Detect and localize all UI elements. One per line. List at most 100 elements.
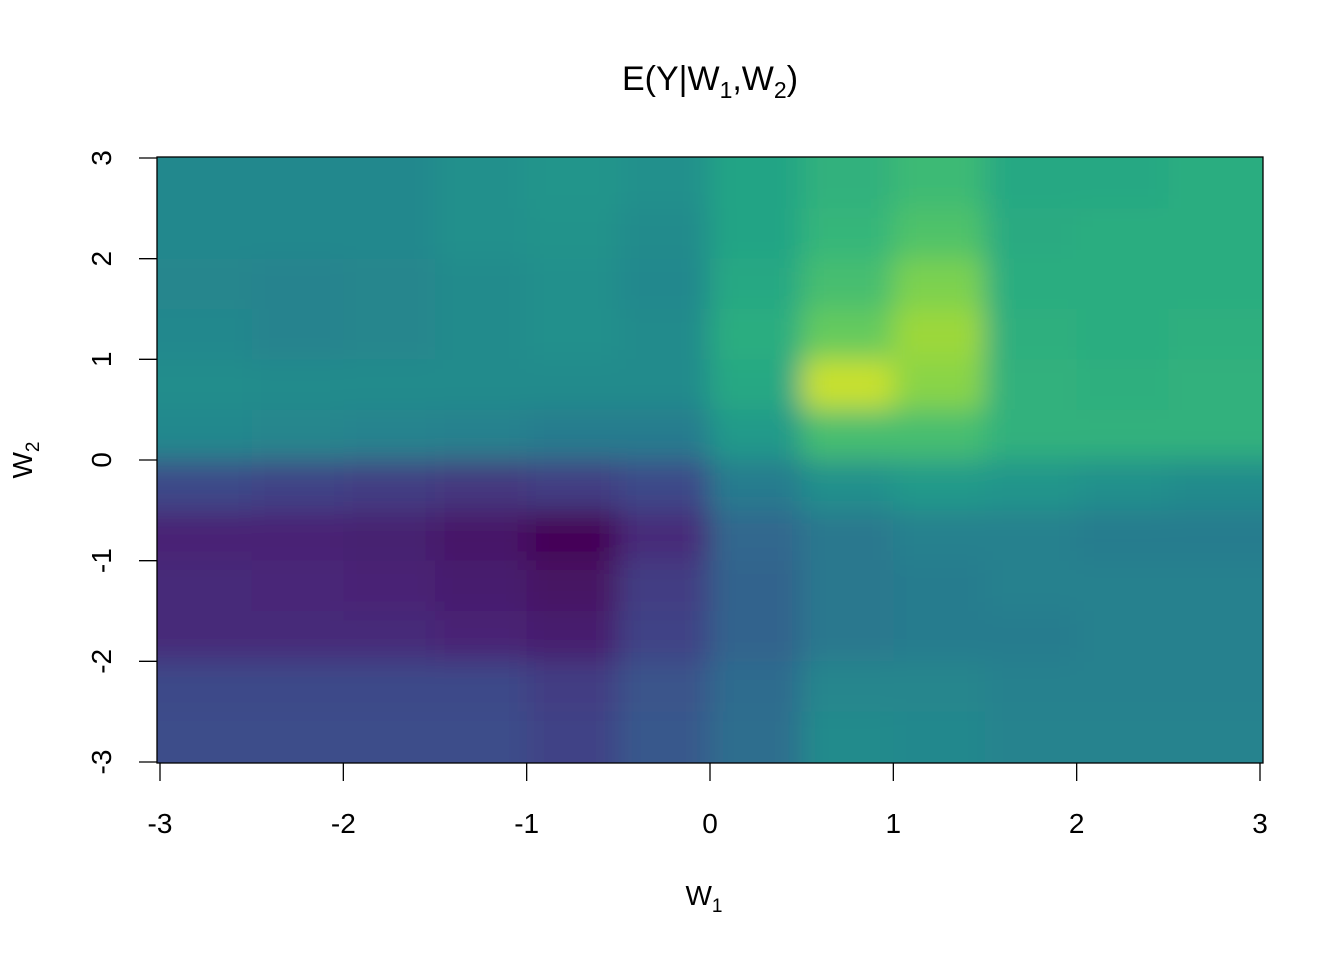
heatmap-cell bbox=[526, 611, 619, 662]
heatmap-cell bbox=[893, 359, 986, 411]
x-tick-label: 1 bbox=[886, 808, 902, 839]
x-tick-label: -1 bbox=[514, 808, 539, 839]
heatmap-cell bbox=[435, 611, 528, 662]
heatmap-cell bbox=[435, 258, 528, 310]
heatmap-cell bbox=[526, 309, 619, 360]
heatmap-cell bbox=[801, 409, 894, 461]
heatmap-cell bbox=[618, 208, 711, 260]
x-tick-label: 0 bbox=[702, 808, 718, 839]
heatmap-cell bbox=[618, 510, 711, 562]
heatmap-cell bbox=[618, 258, 711, 310]
heatmap-cell bbox=[343, 611, 436, 662]
heatmap-cell bbox=[1168, 711, 1263, 763]
heatmap-cell bbox=[618, 611, 711, 662]
heatmap-cell bbox=[710, 208, 803, 260]
heatmap-cell bbox=[343, 409, 436, 461]
y-tick-label: -2 bbox=[86, 649, 117, 674]
heatmap-cell bbox=[985, 157, 1078, 209]
heatmap-cell bbox=[893, 258, 986, 310]
heatmap-cell bbox=[1076, 711, 1169, 763]
y-axis: -3 -2 -1 0 1 2 3 bbox=[86, 150, 157, 774]
heatmap-cell bbox=[618, 309, 711, 360]
heatmap-cell bbox=[1076, 510, 1169, 562]
heatmap-cell bbox=[157, 611, 253, 662]
heatmap-cell bbox=[343, 661, 436, 713]
heatmap-cell bbox=[801, 711, 894, 763]
heatmap-cells bbox=[157, 157, 1263, 763]
heatmap-cell bbox=[157, 208, 253, 260]
x-axis-label: W1 bbox=[685, 880, 722, 917]
heatmap-cell bbox=[1168, 157, 1263, 209]
heatmap-cell bbox=[1168, 309, 1263, 360]
heatmap-cell bbox=[1076, 460, 1169, 511]
heatmap-cell bbox=[893, 560, 986, 612]
heatmap-cell bbox=[157, 409, 253, 461]
chart-title: E(Y|W1,W2) bbox=[622, 60, 798, 103]
heatmap-cell bbox=[251, 611, 344, 662]
heatmap-cell bbox=[985, 309, 1078, 360]
heatmap-cell bbox=[157, 510, 253, 562]
heatmap-cell bbox=[435, 309, 528, 360]
y-tick-label: 3 bbox=[86, 150, 117, 166]
heatmap-cell bbox=[343, 157, 436, 209]
heatmap-cell bbox=[435, 661, 528, 713]
heatmap-cell bbox=[893, 157, 986, 209]
heatmap-cell bbox=[801, 258, 894, 310]
heatmap-cell bbox=[251, 409, 344, 461]
heatmap-cell bbox=[343, 258, 436, 310]
heatmap-cell bbox=[251, 359, 344, 411]
heatmap-cell bbox=[251, 208, 344, 260]
heatmap-cell bbox=[1168, 661, 1263, 713]
heatmap-cell bbox=[1076, 560, 1169, 612]
heatmap-cell bbox=[618, 560, 711, 612]
heatmap-cell bbox=[801, 460, 894, 511]
heatmap-cell bbox=[710, 661, 803, 713]
heatmap-cell bbox=[251, 560, 344, 612]
y-tick-label: -3 bbox=[86, 750, 117, 775]
heatmap-cell bbox=[893, 309, 986, 360]
heatmap-cell bbox=[710, 560, 803, 612]
heatmap-cell bbox=[710, 460, 803, 511]
heatmap-cell bbox=[985, 711, 1078, 763]
heatmap-cell bbox=[435, 157, 528, 209]
heatmap-cell bbox=[251, 309, 344, 360]
heatmap-cell bbox=[801, 661, 894, 713]
y-tick-label: 0 bbox=[86, 452, 117, 468]
heatmap-cell bbox=[985, 258, 1078, 310]
heatmap-cell bbox=[710, 611, 803, 662]
x-tick-label: 3 bbox=[1252, 808, 1268, 839]
heatmap-cell bbox=[618, 359, 711, 411]
heatmap-cell bbox=[710, 409, 803, 461]
y-axis-label: W2 bbox=[7, 441, 44, 478]
heatmap-cell bbox=[157, 560, 253, 612]
heatmap-cell bbox=[526, 157, 619, 209]
heatmap-cell bbox=[1076, 208, 1169, 260]
heatmap-cell bbox=[1168, 460, 1263, 511]
heatmap-cell bbox=[893, 208, 986, 260]
heatmap-cell bbox=[985, 208, 1078, 260]
heatmap-cell bbox=[1168, 359, 1263, 411]
heatmap-cell bbox=[618, 711, 711, 763]
heatmap-cell bbox=[526, 460, 619, 511]
heatmap-cell bbox=[157, 460, 253, 511]
heatmap-cell bbox=[801, 510, 894, 562]
heatmap-cell bbox=[1076, 409, 1169, 461]
heatmap-cell bbox=[251, 258, 344, 310]
heatmap-cell bbox=[618, 157, 711, 209]
heatmap-cell bbox=[526, 409, 619, 461]
heatmap-cell bbox=[251, 711, 344, 763]
heatmap-cell bbox=[1076, 309, 1169, 360]
heatmap-cell bbox=[1168, 510, 1263, 562]
heatmap-cell bbox=[985, 661, 1078, 713]
heatmap-cell bbox=[893, 409, 986, 461]
heatmap-cell bbox=[1076, 661, 1169, 713]
heatmap-cell bbox=[1168, 611, 1263, 662]
heatmap-cell bbox=[985, 510, 1078, 562]
heatmap-cell bbox=[985, 611, 1078, 662]
heatmap-cell bbox=[251, 460, 344, 511]
heatmap-cell bbox=[526, 560, 619, 612]
heatmap-cell bbox=[251, 661, 344, 713]
heatmap-cell bbox=[801, 157, 894, 209]
heatmap-cell bbox=[985, 460, 1078, 511]
